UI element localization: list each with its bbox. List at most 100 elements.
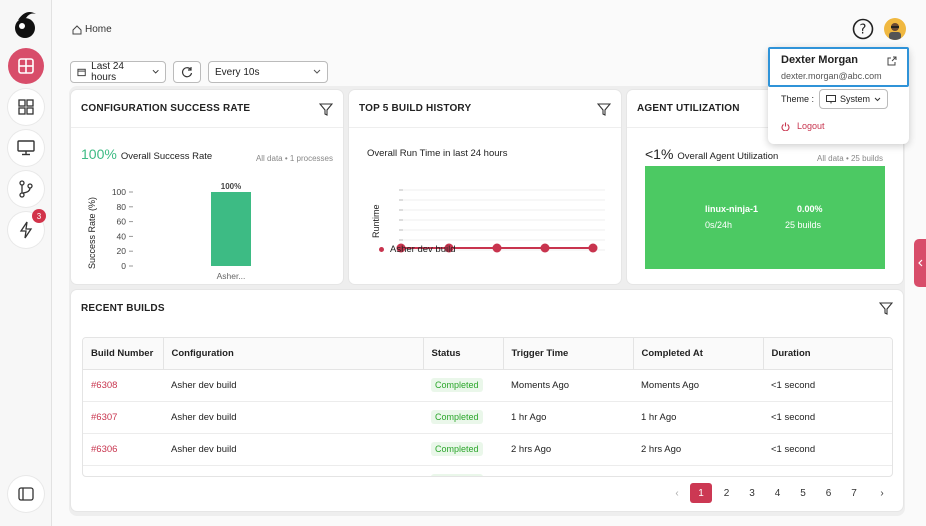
table-header-row: Build Number Configuration Status Trigge… xyxy=(83,338,892,370)
avatar[interactable] xyxy=(884,18,906,40)
config-bar[interactable] xyxy=(211,192,251,266)
page-button-2[interactable]: 2 xyxy=(723,487,730,499)
legend-label: Asher dev build xyxy=(390,244,456,255)
dashboard-panels: CONFIGURATION SUCCESS RATE 100% Overall … xyxy=(69,86,905,516)
y-tick-label: 100 xyxy=(112,187,126,197)
theme-row: Theme : System xyxy=(781,89,889,109)
build-subtitle: Overall Run Time in last 24 hours xyxy=(367,148,508,159)
trigger-time-cell: 2 hrs Ago xyxy=(503,433,633,466)
x-tick-label: Asher... xyxy=(217,271,246,281)
series-point[interactable] xyxy=(396,243,406,253)
table-row[interactable]: #6305Asher dev build Completed 2 hrs Ago2 … xyxy=(83,465,892,476)
table-row[interactable]: #6308 Asher dev build Completed Moments Ago… xyxy=(83,369,892,402)
time-range-value: Last 24 hours xyxy=(91,61,124,83)
side-drawer-toggle[interactable] xyxy=(914,239,926,287)
agent-meta: All data • 25 builds xyxy=(817,154,883,163)
prev-page-button[interactable]: ‹ xyxy=(675,487,679,499)
breadcrumb-home[interactable]: Home xyxy=(85,24,112,35)
filter-icon[interactable] xyxy=(597,102,611,116)
user-menu-dropdown: Dexter Morgan dexter.morgan@abc.com Them… xyxy=(768,47,909,144)
build-number-link[interactable]: #6305 xyxy=(83,465,163,476)
col-build-number[interactable]: Build Number xyxy=(83,338,164,370)
duration-cell: <1 second xyxy=(763,433,892,466)
main-area: Home ? Last 24 hours Every 10s CONFIGURA… xyxy=(52,0,926,526)
config-label: Overall Success Rate xyxy=(120,151,213,162)
refresh-interval-value: Every 10s xyxy=(215,66,260,78)
sidebar: 3 xyxy=(0,0,52,526)
sidebar-dashboard-button[interactable] xyxy=(8,48,44,84)
status-cell: Completed xyxy=(423,401,503,434)
sidebar-pipelines-button[interactable] xyxy=(8,171,44,207)
configuration-cell: Asher dev build xyxy=(163,433,423,466)
page-button-3[interactable]: 3 xyxy=(749,487,755,499)
agent-tile-name: linux-ninja-1 xyxy=(705,204,759,214)
theme-label: Theme : xyxy=(781,94,815,104)
refresh-button[interactable] xyxy=(173,61,201,83)
build-number-link[interactable]: #6306 xyxy=(83,433,163,466)
filter-icon[interactable] xyxy=(319,102,333,116)
builds-table: Build Number Configuration Status Trigge… xyxy=(83,338,892,476)
page-button-1[interactable]: 1 xyxy=(690,483,712,503)
completed-at-cell: Moments Ago xyxy=(633,369,763,402)
agent-tile[interactable]: linux-ninja-1 0.00% 0s/24h 25 builds xyxy=(645,166,885,269)
recent-card-header: RECENT BUILDS xyxy=(71,290,903,326)
build-card-title: TOP 5 BUILD HISTORY xyxy=(359,103,472,114)
series-point[interactable] xyxy=(444,243,454,253)
sidebar-widgets-button[interactable] xyxy=(8,89,44,125)
monitor-icon xyxy=(826,94,837,103)
refresh-interval-select[interactable]: Every 10s xyxy=(208,61,328,83)
configuration-cell: Asher dev build xyxy=(163,465,423,476)
page-button-7[interactable]: 7 xyxy=(851,487,857,499)
chevron-down-icon xyxy=(313,69,321,74)
logout-button[interactable]: Logout xyxy=(781,121,825,131)
status-cell: Completed xyxy=(423,369,503,402)
sidebar-events-button[interactable]: 3 xyxy=(8,209,46,248)
sidebar-agents-button[interactable] xyxy=(8,130,44,166)
col-completed-at[interactable]: Completed At xyxy=(633,338,764,370)
config-big-value: 100% xyxy=(81,146,117,162)
app-logo xyxy=(15,12,36,38)
series-point[interactable] xyxy=(492,243,502,253)
series-point[interactable] xyxy=(540,243,550,253)
page-button-4[interactable]: 4 xyxy=(774,487,781,499)
svg-text:?: ? xyxy=(860,23,867,38)
page-button-5[interactable]: 5 xyxy=(800,487,806,499)
config-card-title: CONFIGURATION SUCCESS RATE xyxy=(81,103,251,114)
user-name: Dexter Morgan xyxy=(781,54,859,66)
col-configuration[interactable]: Configuration xyxy=(163,338,424,370)
series-point[interactable] xyxy=(588,243,598,253)
agent-tile-builds: 25 builds xyxy=(785,220,822,230)
col-trigger-time[interactable]: Trigger Time xyxy=(503,338,634,370)
time-range-select[interactable]: Last 24 hours xyxy=(70,61,166,83)
agent-big-value: <1% xyxy=(645,146,674,162)
config-success-card: CONFIGURATION SUCCESS RATE 100% Overall … xyxy=(70,89,344,285)
panel-toggle-icon xyxy=(18,487,34,501)
theme-select[interactable]: System xyxy=(819,89,889,109)
user-profile-link[interactable]: Dexter Morgan dexter.morgan@abc.com xyxy=(768,47,909,87)
sidebar-collapse-button[interactable] xyxy=(8,476,44,512)
breadcrumb[interactable]: Home xyxy=(72,24,112,35)
page-button-6[interactable]: 6 xyxy=(825,487,832,499)
build-card-header: TOP 5 BUILD HISTORY xyxy=(349,90,621,128)
help-icon[interactable]: ? xyxy=(852,18,874,40)
status-badge: Completed xyxy=(431,474,483,476)
build-number-link[interactable]: #6308 xyxy=(83,369,163,402)
table-row[interactable]: #6307 Asher dev build Completed 1 hr Ago 1 h… xyxy=(83,401,892,434)
filter-icon[interactable] xyxy=(879,301,893,315)
agent-tile-pct: 0.00% xyxy=(797,204,823,214)
duration-cell: <1 second xyxy=(763,465,892,476)
config-summary: 100% Overall Success Rate xyxy=(81,146,212,162)
status-cell: Completed xyxy=(423,433,503,466)
chevron-down-icon xyxy=(152,69,159,74)
power-icon xyxy=(781,122,790,131)
configuration-cell: Asher dev build xyxy=(163,369,423,402)
agent-label: Overall Agent Utilization xyxy=(677,151,779,162)
col-duration[interactable]: Duration xyxy=(763,338,892,370)
filter-bar: Last 24 hours Every 10s xyxy=(70,61,328,83)
build-history-card: TOP 5 BUILD HISTORY Overall Run Time in … xyxy=(348,89,622,285)
table-row[interactable]: #6306 Asher dev build Completed 2 hrs Ago 2 … xyxy=(83,433,892,466)
next-page-button[interactable]: › xyxy=(880,487,884,499)
builds-table-wrap: Build Number Configuration Status Trigge… xyxy=(82,337,893,477)
col-status[interactable]: Status xyxy=(423,338,504,370)
build-number-link[interactable]: #6307 xyxy=(83,401,163,434)
